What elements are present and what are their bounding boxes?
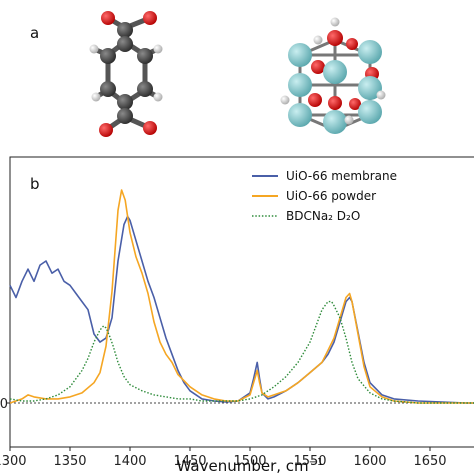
panel-b-chart: b 130013501400145015001550160016501700 0… (0, 156, 474, 474)
x-tick-label: 1350 (53, 454, 86, 469)
x-axis-label: Wavenumber, cm−1 (177, 457, 324, 474)
zr-cluster-image (280, 17, 386, 134)
x-tick-label: 1500 (233, 454, 266, 469)
series-layer (9, 189, 474, 404)
bdc-molecule-image (89, 11, 163, 137)
x-ticks: 130013501400145015001550160016501700 (0, 447, 474, 469)
legend-entry: UiO-66 powder (286, 189, 376, 203)
panel-a: a (30, 11, 386, 137)
series-line-1 (9, 215, 474, 404)
x-tick-label: 1600 (353, 454, 386, 469)
y-tick-label: 0 (0, 397, 8, 412)
x-axis-label-superscript: −1 (309, 457, 324, 468)
series-line-3 (9, 300, 474, 404)
x-tick-label: 1550 (293, 454, 326, 469)
legend: UiO-66 membrane UiO-66 powder BDCNa₂ D₂O (252, 169, 397, 223)
x-tick-label: 1650 (413, 454, 446, 469)
panel-a-letter: a (30, 24, 39, 42)
x-tick-label: 1300 (0, 454, 27, 469)
x-tick-label: 1450 (173, 454, 206, 469)
legend-entry: UiO-66 membrane (286, 169, 397, 183)
x-axis-label-main: Wavenumber, cm (177, 457, 309, 474)
panel-b-letter: b (30, 175, 40, 193)
series-line-2 (9, 189, 474, 404)
legend-entry: BDCNa₂ D₂O (286, 209, 360, 223)
x-tick-label: 1400 (113, 454, 146, 469)
y-ticks: 0 (0, 397, 10, 412)
